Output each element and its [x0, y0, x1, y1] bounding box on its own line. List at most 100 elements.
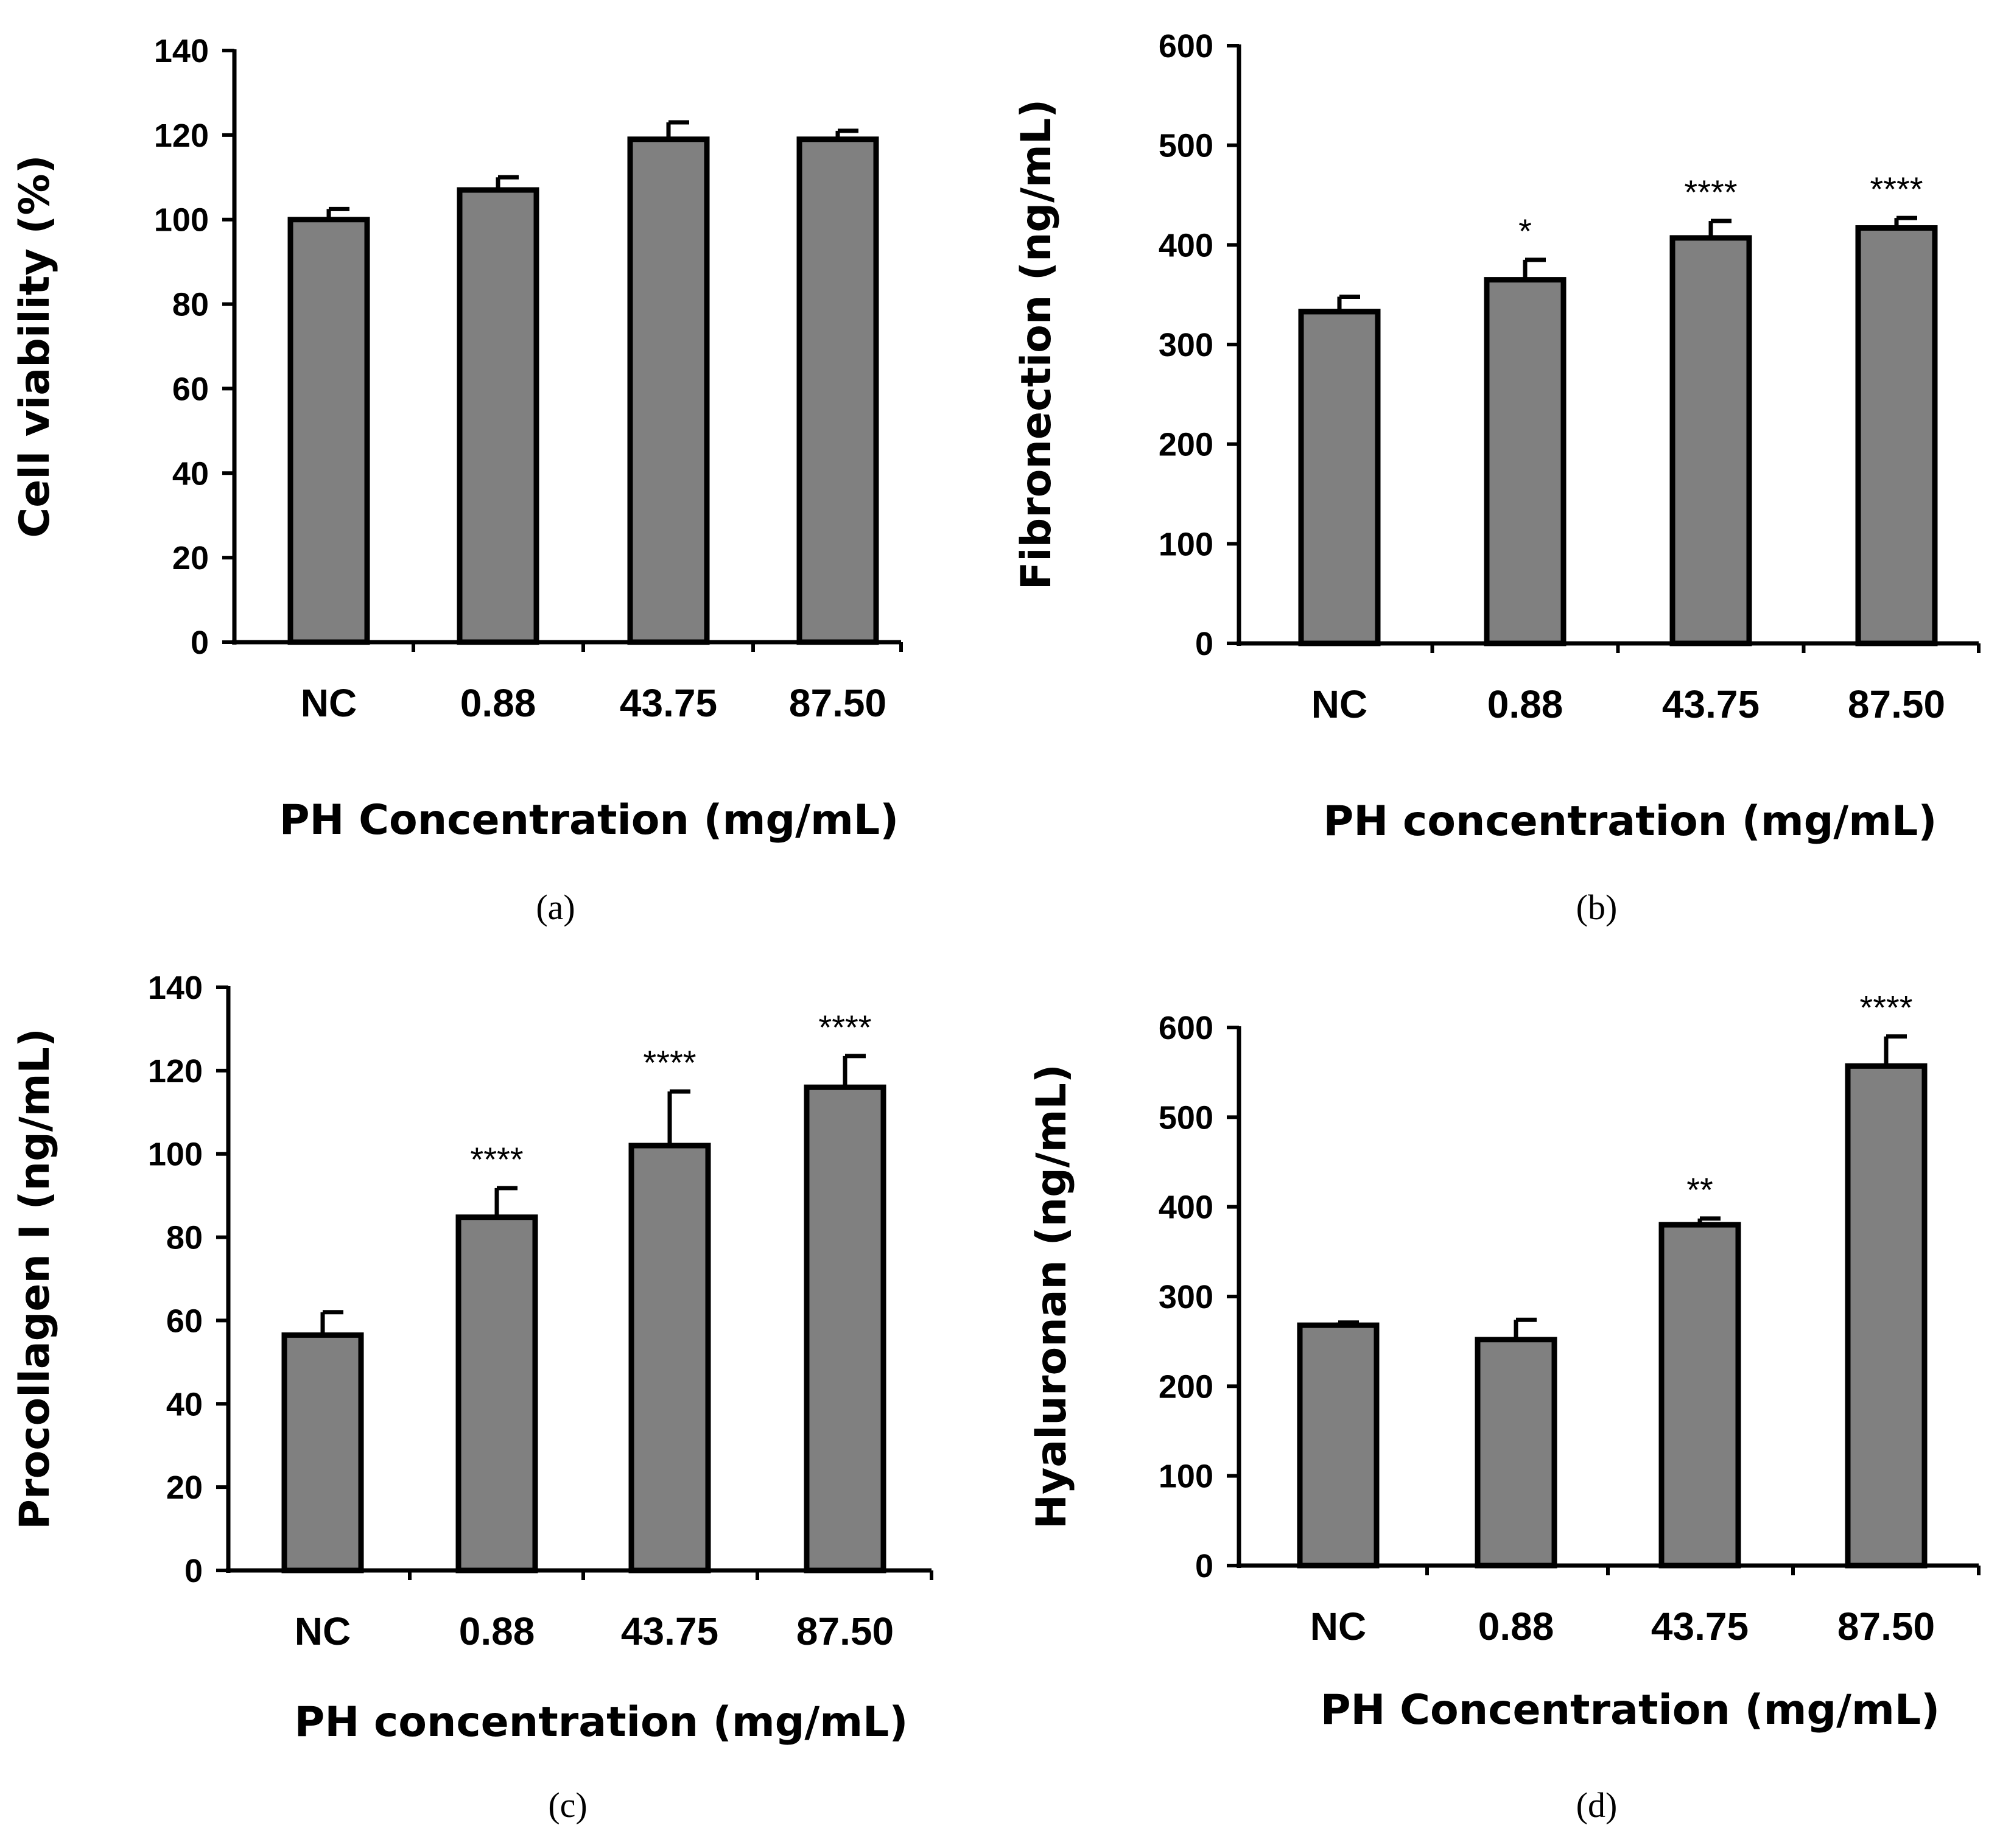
- x-tick-label-c-3: 87.50: [796, 1609, 894, 1653]
- error-bar-c-1: [494, 1186, 518, 1217]
- y-tick-label-c-2: 40: [166, 1386, 203, 1423]
- bar-d-0: [1297, 1322, 1380, 1569]
- bar-b-1: [1484, 277, 1567, 646]
- x-axis-title-a: PH Concentration (mg/mL): [279, 796, 899, 844]
- error-bar-b-1: [1523, 257, 1546, 280]
- error-bar-c-2: [667, 1089, 690, 1146]
- y-tick-label-d-2: 200: [1159, 1368, 1213, 1405]
- y-axis-title-d: Hyaluronan (ng/mL): [1028, 1064, 1076, 1529]
- chart-panel-b: NC * 0.88 **** 43.75 **** 87.50 0 100 200 300 400 50…: [1012, 28, 1981, 927]
- bar-a-0: [287, 217, 370, 645]
- y-tick-label-c-7: 140: [148, 970, 203, 1006]
- error-bar-b-3: [1894, 215, 1917, 228]
- bar-b-2: [1669, 235, 1752, 646]
- y-tick-label-b-2: 200: [1159, 427, 1213, 463]
- error-bar-b-0: [1337, 294, 1360, 312]
- y-tick-label-b-3: 300: [1159, 327, 1213, 363]
- bar-c-0: [281, 1332, 364, 1573]
- y-tick-label-b-4: 400: [1159, 227, 1213, 264]
- y-tick-label-a-6: 120: [154, 117, 209, 154]
- error-bar-d-2: [1697, 1216, 1721, 1225]
- x-axis-title-b: PH concentration (mg/mL): [1324, 797, 1937, 845]
- y-tick-label-a-2: 40: [172, 455, 209, 492]
- x-tick-label-c-2: 43.75: [621, 1609, 718, 1653]
- bar-b-0: [1298, 309, 1381, 646]
- y-tick-label-a-4: 80: [172, 287, 209, 323]
- significance-label-b-1: *: [1518, 212, 1532, 250]
- y-tick-label-d-4: 400: [1159, 1189, 1213, 1226]
- error-bar-a-3: [835, 128, 858, 139]
- y-axis-title-c: Procollagen Ⅰ (ng/mL): [11, 1028, 59, 1530]
- x-tick-label-c-0: NC: [295, 1609, 351, 1653]
- bar-c-3: [804, 1084, 886, 1573]
- x-tick-label-d-3: 87.50: [1837, 1605, 1935, 1648]
- x-tick-label-b-1: 0.88: [1487, 682, 1563, 726]
- x-tick-label-a-2: 43.75: [620, 681, 717, 725]
- bar-b-3: [1855, 225, 1938, 646]
- y-tick-label-c-0: 0: [184, 1553, 203, 1589]
- error-bar-a-1: [496, 175, 519, 191]
- x-tick-label-d-2: 43.75: [1651, 1605, 1749, 1648]
- y-tick-label-c-3: 60: [166, 1303, 203, 1339]
- y-tick-label-a-3: 60: [172, 371, 209, 407]
- x-tick-label-d-1: 0.88: [1478, 1605, 1554, 1648]
- bar-c-2: [628, 1143, 711, 1573]
- y-tick-label-d-3: 300: [1159, 1279, 1213, 1315]
- bar-a-2: [627, 136, 710, 645]
- y-tick-label-c-5: 100: [148, 1136, 203, 1173]
- panel-label-c: (c): [548, 1785, 587, 1825]
- x-tick-label-b-0: NC: [1311, 682, 1367, 726]
- error-bar-c-0: [320, 1310, 343, 1335]
- y-tick-label-c-4: 80: [166, 1220, 203, 1256]
- x-tick-label-d-0: NC: [1310, 1605, 1366, 1648]
- y-tick-label-a-1: 20: [172, 540, 209, 576]
- error-bar-d-0: [1336, 1320, 1359, 1326]
- significance-label-b-2: ****: [1684, 173, 1737, 211]
- significance-label-d-3: ****: [1859, 989, 1912, 1027]
- chart-panel-a: NC 0.88 43.75 87.50 0 20 40 60 80 100 120 140 Cell v…: [11, 33, 903, 927]
- bar-d-3: [1845, 1063, 1928, 1569]
- y-axis-title-b: Fibronection (ng/mL): [1012, 99, 1061, 590]
- y-tick-label-b-6: 600: [1159, 28, 1213, 65]
- bar-a-1: [457, 187, 539, 645]
- x-axis-title-c: PH concentration (mg/mL): [295, 1698, 908, 1746]
- y-tick-label-b-5: 500: [1159, 128, 1213, 164]
- bar-d-1: [1475, 1337, 1557, 1569]
- significance-label-b-3: ****: [1870, 170, 1923, 208]
- x-tick-label-a-1: 0.88: [460, 681, 536, 725]
- y-tick-label-d-0: 0: [1195, 1548, 1213, 1584]
- y-tick-label-b-1: 100: [1159, 526, 1213, 562]
- panel-label-b: (b): [1576, 887, 1618, 927]
- y-tick-label-b-0: 0: [1195, 626, 1213, 662]
- error-bar-d-1: [1514, 1317, 1537, 1340]
- significance-label-c-3: ****: [818, 1008, 871, 1046]
- chart-panel-d: NC 0.88 ** 43.75 **** 87.50 0 100 200 300 400 500 60…: [1028, 989, 1981, 1825]
- y-tick-label-a-0: 0: [191, 625, 209, 661]
- y-tick-label-a-5: 100: [154, 202, 209, 239]
- x-tick-label-c-1: 0.88: [459, 1609, 535, 1653]
- y-tick-label-d-6: 600: [1159, 1010, 1213, 1046]
- x-tick-label-a-3: 87.50: [789, 681, 886, 725]
- bar-c-1: [455, 1214, 538, 1573]
- x-tick-label-b-2: 43.75: [1662, 682, 1760, 726]
- bar-d-2: [1658, 1222, 1741, 1569]
- y-tick-label-d-5: 500: [1159, 1099, 1213, 1136]
- error-bar-b-2: [1708, 219, 1732, 238]
- significance-label-c-2: ****: [643, 1043, 696, 1082]
- error-bar-a-2: [666, 120, 689, 139]
- error-bar-a-0: [326, 206, 349, 220]
- chart-panel-c: NC **** 0.88 **** 43.75 **** 87.50 0 20 40 60 80 100…: [11, 970, 933, 1825]
- panel-label-a: (a): [536, 887, 575, 927]
- y-tick-label-c-6: 120: [148, 1053, 203, 1090]
- significance-label-c-1: ****: [470, 1140, 523, 1178]
- y-tick-label-a-7: 140: [154, 33, 209, 69]
- significance-label-d-2: **: [1686, 1171, 1713, 1209]
- bar-a-3: [796, 136, 879, 645]
- x-tick-label-b-3: 87.50: [1848, 682, 1945, 726]
- error-bar-c-3: [843, 1054, 866, 1088]
- y-tick-label-c-1: 20: [166, 1469, 203, 1506]
- y-tick-label-d-1: 100: [1159, 1458, 1213, 1495]
- panel-label-d: (d): [1576, 1785, 1618, 1825]
- x-tick-label-a-0: NC: [301, 681, 357, 725]
